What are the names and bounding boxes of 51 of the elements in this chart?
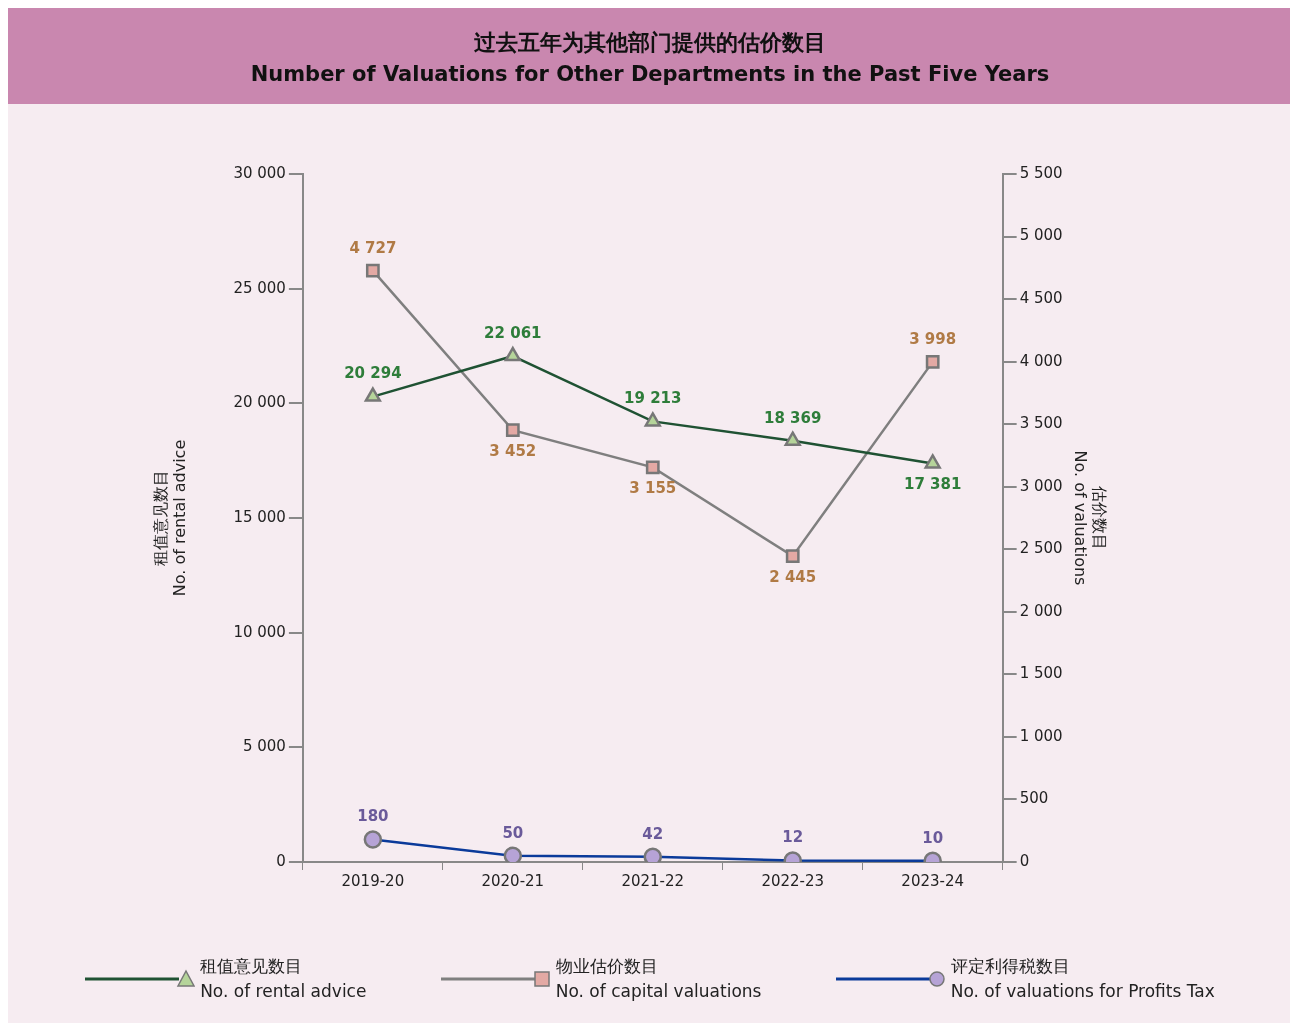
y-tick-label: 0	[276, 851, 286, 870]
chart-title: 过去五年为其他部门提供的估价数目	[473, 29, 827, 57]
y-tick-label: 20 000	[233, 393, 286, 412]
legend-label: 评定利得税数目 No. of valuations for Profits Tax	[950, 955, 1215, 1003]
y2-tick-label: 4 500	[1019, 288, 1063, 307]
y-tick-label: 25 000	[233, 278, 286, 297]
y-tick-label: 5 000	[242, 737, 286, 756]
x-tick-label: 2022-23	[761, 871, 825, 890]
data-label: 2 445	[769, 568, 817, 587]
legend-label: 租值意见数目 No. of rental advice	[200, 955, 367, 1003]
data-label: 4 727	[349, 238, 397, 257]
y2-tick-label: 0	[1019, 851, 1030, 870]
y2-tick-label: 3 500	[1019, 414, 1063, 433]
data-label: 22 061	[484, 323, 542, 342]
data-label: 18 369	[764, 408, 822, 427]
data-label: 10	[922, 828, 944, 847]
data-label: 180	[357, 807, 389, 826]
x-tick-label: 2020-21	[481, 871, 545, 890]
data-label: 20 294	[344, 364, 402, 383]
x-tick-label: 2023-24	[901, 871, 965, 890]
data-label: 12	[782, 828, 804, 847]
y2-tick-label: 5 000	[1019, 226, 1063, 245]
y-tick-label: 30 000	[233, 163, 286, 182]
legend-label: 物业估价数目 No. of capital valuations	[555, 955, 762, 1003]
y2-tick-label: 500	[1019, 789, 1049, 808]
point	[785, 549, 800, 564]
y2-axis-title: 估价数目 No. of valuations	[1071, 450, 1110, 586]
point	[925, 354, 940, 369]
data-label: 19 213	[624, 389, 682, 408]
x-tick-label: 2019-20	[341, 871, 405, 890]
point	[505, 423, 520, 438]
x-tick-label: 2021-22	[621, 871, 685, 890]
point	[365, 263, 380, 278]
chart-subtitle: Number of Valuations for Other Departments in the Past Five Years	[249, 62, 1051, 86]
y2-tick-label: 5 500	[1019, 163, 1063, 182]
y2-tick-label: 3 000	[1019, 476, 1063, 495]
y-tick-label: 10 000	[233, 622, 286, 641]
point	[645, 460, 660, 475]
y2-tick-label: 2 500	[1019, 539, 1063, 558]
y2-tick-label: 1 000	[1019, 726, 1063, 745]
y2-tick-label: 2 000	[1019, 601, 1063, 620]
data-label: 3 452	[489, 442, 537, 461]
y2-tick-label: 1 500	[1019, 664, 1063, 683]
y-axis-title: 租值意见数目 No. of rental advice	[150, 439, 189, 597]
y-tick-label: 15 000	[233, 507, 286, 526]
data-label: 3 998	[909, 329, 957, 348]
data-label: 42	[642, 824, 664, 843]
y2-tick-label: 4 000	[1019, 351, 1063, 370]
data-label: 3 155	[629, 479, 677, 498]
data-label: 50	[502, 823, 524, 842]
data-label: 17 381	[903, 475, 962, 494]
